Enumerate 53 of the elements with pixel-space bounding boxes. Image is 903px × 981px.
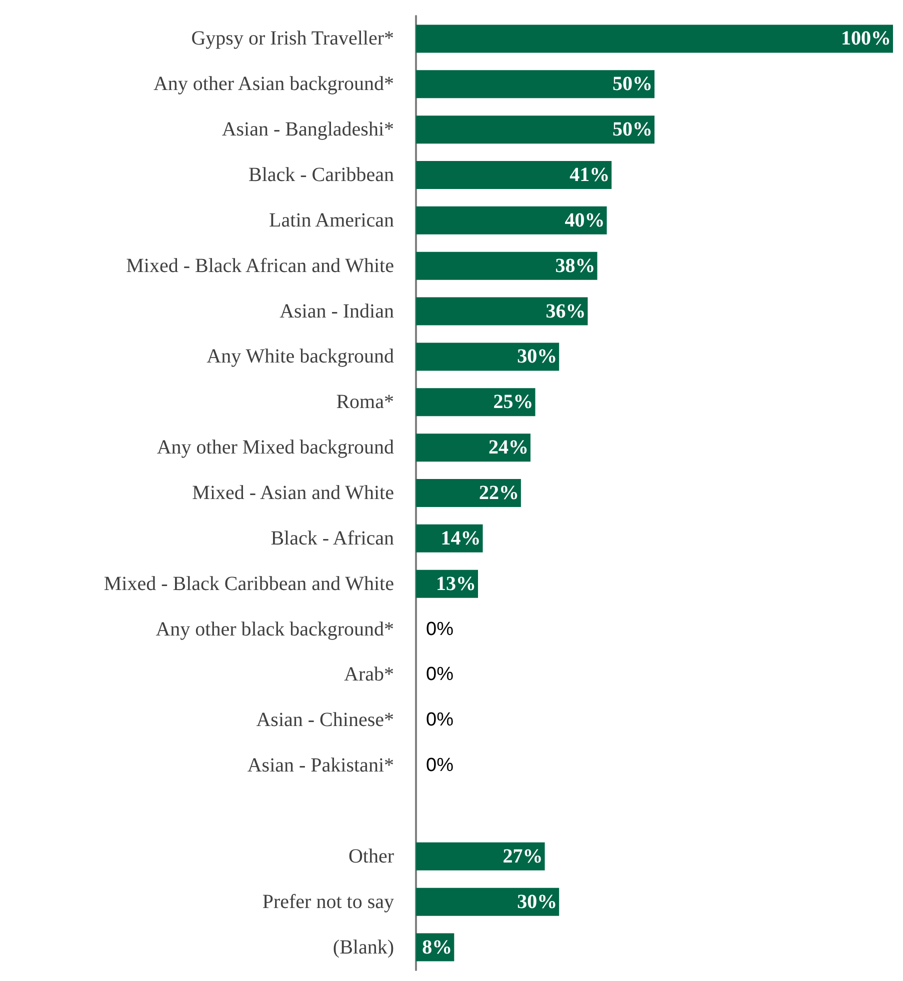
y-tick-label: Any other Mixed background [156, 436, 394, 459]
bar [416, 70, 654, 98]
bar [416, 116, 654, 144]
y-tick-label: Arab* [344, 664, 394, 686]
data-label: 30% [517, 890, 558, 913]
y-tick-label: Roma* [336, 391, 394, 414]
data-label: 41% [570, 164, 610, 186]
data-label: 30% [517, 346, 558, 368]
data-label: 36% [546, 300, 586, 322]
data-label: 0% [426, 664, 454, 686]
data-label: 25% [493, 391, 534, 414]
bar [416, 388, 536, 416]
data-label: 22% [478, 482, 519, 504]
y-tick-label: Asian - Chinese* [256, 709, 394, 732]
y-tick-label: Latin American [269, 209, 394, 232]
y-tick-label: Black - African [270, 527, 394, 550]
bar [416, 842, 545, 870]
y-tick-label: Asian - Bangladeshi* [222, 118, 394, 141]
bar [416, 479, 521, 507]
data-label: 13% [436, 572, 476, 595]
bar [416, 252, 598, 280]
y-tick-label: Mixed - Asian and White [192, 482, 394, 504]
data-label: 50% [612, 73, 652, 96]
bar [416, 206, 607, 234]
data-label: 40% [564, 209, 605, 232]
y-tick-label: Asian - Pakistani* [247, 754, 394, 777]
y-tick-label: Asian - Indian [280, 300, 394, 322]
data-label: 0% [426, 618, 454, 640]
data-label: 100% [841, 28, 891, 50]
data-label: 0% [426, 710, 454, 731]
y-tick-label: Any other Asian background* [153, 73, 394, 96]
data-label: 8% [422, 936, 452, 958]
bar [416, 297, 588, 326]
bar [416, 888, 560, 916]
data-label: 50% [612, 118, 652, 141]
y-tick-label: Mixed - Black African and White [126, 254, 394, 277]
y-tick-label: Mixed - Black Caribbean and White [104, 572, 394, 595]
y-tick-label: Other [348, 845, 394, 868]
y-tick-label: Prefer not to say [262, 890, 394, 913]
data-label: 0% [426, 755, 454, 776]
y-tick-label: Any White background [206, 346, 394, 368]
bar [416, 342, 560, 371]
data-label: 38% [555, 254, 596, 277]
bar [416, 161, 612, 189]
y-tick-label: Any other black background* [156, 618, 394, 640]
data-label: 27% [502, 845, 543, 868]
bar [416, 24, 893, 53]
bar [416, 434, 530, 462]
y-tick-label: Black - Caribbean [248, 164, 394, 186]
data-label: 24% [488, 436, 528, 459]
data-label: 14% [440, 527, 481, 550]
y-tick-label: Gypsy or Irish Traveller* [191, 28, 394, 50]
y-tick-label: (Blank) [332, 936, 394, 958]
